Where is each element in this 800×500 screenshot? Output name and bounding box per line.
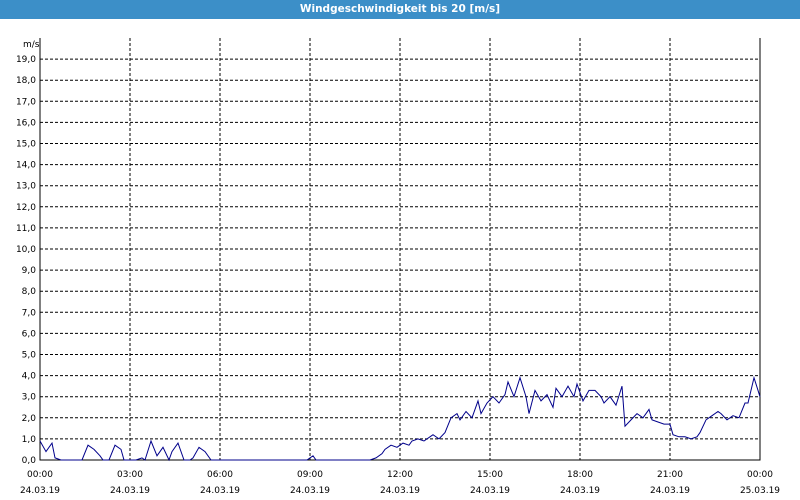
x-tick-time-label: 06:00 bbox=[207, 470, 233, 480]
y-tick-label: 19,0 bbox=[16, 55, 36, 65]
y-tick-label: 16,0 bbox=[16, 118, 36, 128]
grid bbox=[40, 38, 760, 460]
x-tick-date-label: 24.03.19 bbox=[200, 486, 240, 496]
x-tick-date-label: 24.03.19 bbox=[20, 486, 60, 496]
y-tick-label: 10,0 bbox=[16, 245, 36, 255]
y-tick-label: 4,0 bbox=[22, 372, 37, 382]
y-tick-label: 6,0 bbox=[22, 329, 37, 339]
y-tick-label: 11,0 bbox=[16, 224, 36, 234]
y-tick-label: 2,0 bbox=[22, 414, 37, 424]
x-tick-time-label: 18:00 bbox=[567, 470, 593, 480]
x-tick-time-label: 00:00 bbox=[27, 470, 53, 480]
x-tick-time-label: 09:00 bbox=[297, 470, 323, 480]
y-tick-label: 7,0 bbox=[22, 308, 37, 318]
chart-title: Windgeschwindigkeit bis 20 [m/s] bbox=[299, 3, 501, 15]
wind-speed-series-line bbox=[39, 375, 761, 462]
x-tick-time-label: 00:00 bbox=[747, 470, 773, 480]
window-title-bar: Windgeschwindigkeit bis 20 [m/s] bbox=[0, 0, 800, 19]
y-tick-label: 12,0 bbox=[16, 203, 36, 213]
axis-lines bbox=[39, 38, 761, 461]
y-tick-label: 14,0 bbox=[16, 161, 36, 171]
y-axis-ticks: 0,0 1,0 2,0 3,0 4,0 5,0 6,0 7,0 8,0 9,0 10,0 11,0 12… bbox=[16, 55, 36, 466]
x-tick-date-label: 24.03.19 bbox=[650, 486, 690, 496]
y-axis-label: m/s bbox=[23, 40, 40, 50]
y-tick-label: 13,0 bbox=[16, 182, 36, 192]
x-tick-date-label: 24.03.19 bbox=[110, 486, 150, 496]
y-tick-label: 1,0 bbox=[22, 435, 37, 445]
y-tick-label: 8,0 bbox=[22, 287, 37, 297]
x-tick-date-label: 24.03.19 bbox=[560, 486, 600, 496]
wind-speed-chart: m/s 0,0 1,0 2,0 3,0 4,0 5,0 6,0 7,0 8,0 9,0 10,0 11… bbox=[0, 19, 800, 500]
y-tick-label: 15,0 bbox=[16, 140, 36, 150]
x-tick-date-label: 24.03.19 bbox=[470, 486, 510, 496]
y-tick-label: 18,0 bbox=[16, 76, 36, 86]
y-tick-label: 3,0 bbox=[22, 393, 37, 403]
y-tick-label: 0,0 bbox=[22, 456, 37, 466]
x-tick-time-label: 03:00 bbox=[117, 470, 143, 480]
x-tick-time-label: 15:00 bbox=[477, 470, 503, 480]
x-tick-time-label: 12:00 bbox=[387, 470, 413, 480]
y-tick-label: 9,0 bbox=[22, 266, 37, 276]
plot-frame bbox=[39, 38, 761, 461]
x-tick-date-label: 24.03.19 bbox=[290, 486, 330, 496]
x-tick-date-label: 24.03.19 bbox=[380, 486, 420, 496]
y-tick-label: 5,0 bbox=[22, 351, 37, 361]
y-tick-label: 17,0 bbox=[16, 97, 36, 107]
x-tick-date-label: 25.03.19 bbox=[740, 486, 780, 496]
x-axis-ticks: 00:00 24.03.19 03:00 24.03.19 06:00 24.03.19 0… bbox=[20, 470, 780, 496]
x-tick-time-label: 21:00 bbox=[657, 470, 683, 480]
